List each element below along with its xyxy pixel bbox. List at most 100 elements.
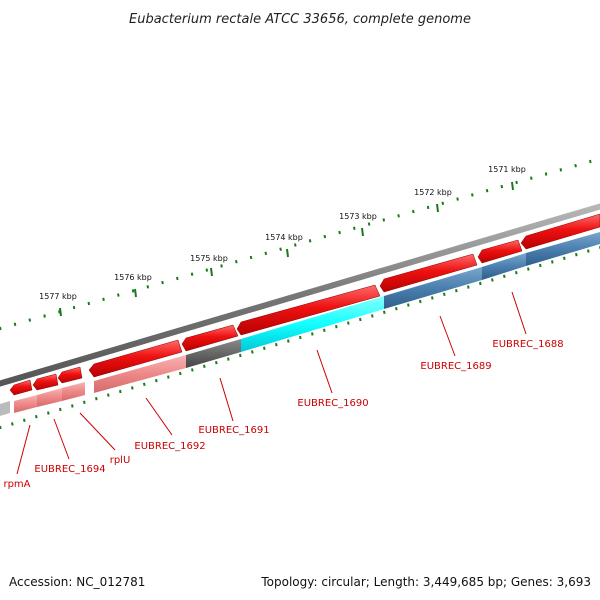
leader-line	[219, 377, 234, 422]
scale-tick	[275, 343, 278, 347]
scale-tick	[551, 260, 554, 264]
leader-line	[53, 418, 70, 460]
scale-tick	[11, 422, 14, 426]
scale-ticks	[0, 159, 592, 331]
scale-tick	[279, 247, 282, 251]
leader-line	[511, 291, 527, 335]
scale-tick	[203, 364, 206, 368]
scale-tick	[347, 321, 350, 325]
scale-tick	[0, 425, 2, 430]
gene-arrow	[32, 373, 59, 391]
gene-arrow	[520, 213, 600, 250]
scale-tick	[43, 314, 46, 318]
cds-segment	[0, 401, 10, 416]
cds-segment	[94, 355, 186, 393]
label-leader-lines	[16, 291, 527, 475]
cds-segment	[14, 395, 37, 413]
scale-tick	[35, 415, 38, 419]
major-tick	[59, 307, 62, 317]
scale-tick	[59, 407, 62, 412]
gene-label: EUBREC_1691	[198, 425, 269, 436]
cds-segment	[384, 267, 482, 309]
scale-tick	[443, 292, 446, 296]
major-tick	[511, 181, 514, 191]
scale-tick	[179, 371, 182, 376]
major-tick	[286, 248, 289, 258]
scale-tick	[574, 164, 577, 168]
leader-line	[16, 424, 31, 475]
scale-tick	[530, 176, 533, 180]
scale-tick	[467, 285, 470, 289]
genome-backbone	[0, 203, 600, 387]
scale-tick	[95, 397, 98, 401]
scale-tick	[131, 289, 135, 293]
map-title: Eubacterium rectale ATCC 33656, complete…	[129, 12, 471, 27]
scale-tick	[397, 214, 400, 218]
scale-tick	[287, 339, 290, 343]
gene-label: rplU	[110, 455, 131, 466]
scale-tick	[575, 253, 578, 257]
scale-label: 1577 kbp	[39, 292, 77, 301]
gene-arrow	[477, 239, 523, 264]
scale-tick	[235, 260, 238, 264]
gene-labels: EUBREC_1688 EUBREC_1689 EUBREC_1690 EUBR…	[3, 339, 563, 490]
scale-tick	[47, 411, 50, 415]
scale-tick	[28, 318, 32, 322]
scale-tick	[251, 350, 254, 354]
major-tick	[210, 267, 213, 277]
scale-tick	[294, 243, 297, 247]
gene-label: EUBREC_1689	[420, 361, 491, 372]
cds-segment	[241, 296, 384, 352]
scale-tick	[311, 332, 314, 336]
scale-tick	[395, 307, 398, 311]
scale-tick	[589, 159, 592, 164]
scale-tick	[587, 249, 590, 253]
scale-label: 1575 kbp	[190, 254, 228, 263]
major-tick	[361, 227, 364, 237]
scale-tick	[117, 293, 120, 297]
gene-arrow	[57, 366, 83, 384]
scale-tick	[419, 299, 422, 304]
cds-band	[0, 232, 600, 416]
scale-label: 1571 kbp	[488, 165, 526, 174]
inner-scale-ticks	[0, 246, 600, 430]
scale-tick	[83, 400, 86, 404]
scale-tick	[155, 379, 158, 383]
scale-tick	[527, 267, 530, 271]
scale-label: 1574 kbp	[265, 233, 303, 242]
accession-text: Accession: NC_012781	[9, 575, 145, 589]
scale-tick	[176, 276, 179, 281]
scale-label: 1576 kbp	[114, 273, 152, 282]
scale-tick	[308, 239, 312, 243]
cds-segment	[62, 382, 85, 401]
leader-line	[439, 315, 456, 357]
scale-tick	[335, 325, 338, 329]
scale-tick	[205, 268, 209, 272]
scale-tick	[220, 264, 223, 268]
scale-tick	[0, 326, 2, 331]
gene-arrow	[88, 339, 183, 378]
gene-arrow	[181, 324, 239, 352]
scale-tick	[563, 256, 566, 260]
scale-tick	[539, 263, 542, 268]
scale-tick	[71, 404, 74, 408]
scale-tick	[249, 255, 253, 260]
major-tick	[436, 203, 439, 213]
gene-label: EUBREC_1690	[297, 398, 368, 409]
cds-segment	[526, 232, 600, 266]
scale-tick	[190, 272, 194, 276]
scale-tick	[131, 386, 134, 390]
scale-tick	[119, 389, 122, 394]
scale-tick	[107, 393, 110, 397]
scale-tick	[503, 274, 506, 278]
scale-tick	[161, 280, 164, 285]
scale-tick	[383, 310, 386, 314]
gene-label: rpmA	[3, 479, 30, 490]
scale-tick	[338, 230, 341, 235]
leader-line	[145, 397, 173, 436]
scale-tick	[471, 193, 474, 197]
scale-tick	[367, 222, 371, 226]
scale-tick	[167, 375, 170, 379]
scale-tick	[353, 226, 356, 230]
